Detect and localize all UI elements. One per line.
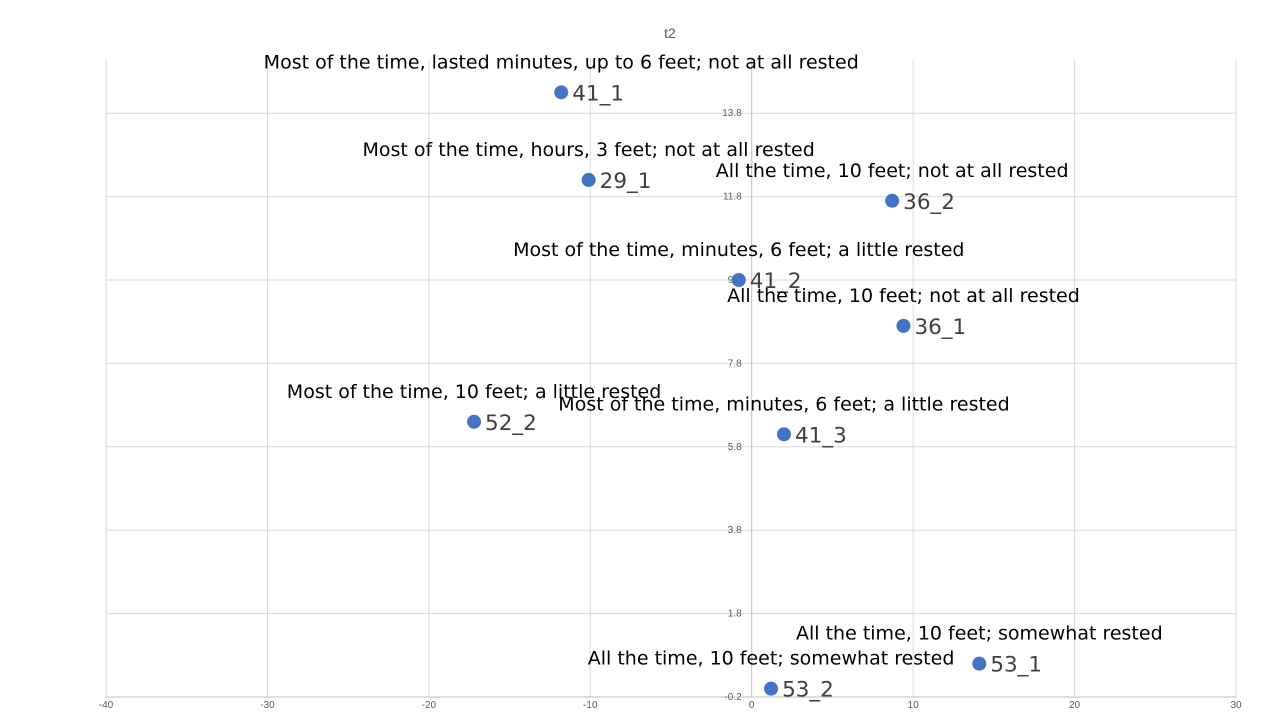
data-point [885, 193, 900, 208]
x-tick-label: -30 [260, 700, 275, 711]
data-point [554, 85, 569, 100]
data-point [896, 318, 911, 333]
point-annotation: Most of the time, minutes, 6 feet; a lit… [513, 239, 964, 261]
x-tick-label: -10 [583, 700, 598, 711]
y-tick-label: 5.8 [728, 442, 742, 453]
point-annotation: Most of the time, hours, 3 feet; not at … [363, 139, 815, 161]
point-annotation: All the time, 10 feet; somewhat rested [588, 648, 955, 670]
point-annotation: Most of the time, minutes, 6 feet; a lit… [558, 393, 1009, 415]
point-annotation: Most of the time, 10 feet; a little rest… [287, 381, 662, 403]
data-point-label: 53_1 [990, 653, 1042, 678]
data-point-label: 36_2 [903, 190, 955, 215]
y-tick-label: 13.8 [722, 108, 742, 119]
point-annotation: All the time, 10 feet; not at all rested [716, 160, 1069, 182]
y-tick-label: 11.8 [723, 192, 742, 203]
chart-title: t2 [664, 25, 676, 41]
data-point-label: 36_1 [914, 315, 966, 340]
y-tick-label: 3.8 [728, 525, 742, 536]
data-point-label: 41_2 [750, 269, 802, 294]
data-point [731, 273, 746, 288]
data-point [777, 427, 791, 442]
data-point-label: 41_3 [795, 423, 847, 448]
data-point-label: 29_1 [600, 169, 652, 194]
data-points: 41_1 Most of the time, lasted minutes, up… [264, 51, 1163, 702]
x-tick-label: -20 [422, 700, 437, 711]
y-tick-label: 7.8 [728, 358, 742, 369]
point-annotation: Most of the time, lasted minutes, up to … [264, 51, 859, 73]
data-point [972, 656, 987, 671]
y-tick-label: 1.8 [728, 609, 742, 620]
gridlines [105, 59, 1237, 698]
point-annotation: All the time, 10 feet; not at all rested [727, 285, 1080, 307]
data-point [467, 414, 482, 429]
x-tick-label: 10 [908, 700, 920, 711]
x-tick-label: 0 [749, 700, 755, 711]
data-point [764, 681, 779, 696]
y-tick-label: -0.2 [724, 692, 742, 703]
x-tick-label: -40 [99, 700, 114, 711]
data-point-label: 53_2 [782, 678, 834, 703]
axes [106, 59, 1236, 698]
x-tick-label: 20 [1069, 700, 1081, 711]
point-annotation: All the time, 10 feet; somewhat rested [796, 623, 1163, 645]
data-point [581, 172, 596, 187]
data-point-label: 41_1 [572, 81, 624, 106]
x-tick-label: 30 [1230, 700, 1242, 711]
data-point-label: 52_2 [485, 411, 537, 436]
